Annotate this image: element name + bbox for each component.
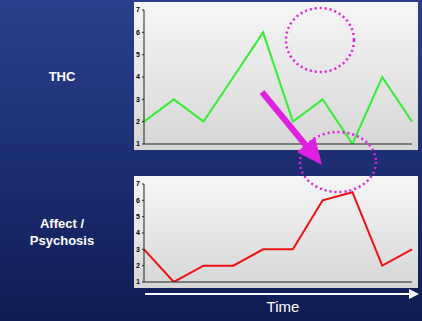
svg-text:7: 7 xyxy=(136,180,140,187)
html-text:Affect / Psychosis: Affect / Psychosis xyxy=(29,216,95,248)
svg-text:2: 2 xyxy=(136,118,140,125)
svg-text:1: 1 xyxy=(136,140,140,147)
svg-text:3: 3 xyxy=(136,246,140,253)
svg-text:4: 4 xyxy=(136,229,140,236)
svg-text:4: 4 xyxy=(136,73,140,80)
svg-text:5: 5 xyxy=(136,213,140,220)
svg-text:7: 7 xyxy=(136,6,140,13)
svg-text:6: 6 xyxy=(136,29,140,36)
html-text:THC: THC xyxy=(48,68,76,84)
svg-text:2: 2 xyxy=(136,262,140,269)
svg-text:3: 3 xyxy=(136,96,140,103)
svg-text:5: 5 xyxy=(136,51,140,58)
html-text:Time: Time xyxy=(266,298,300,315)
svg-text:6: 6 xyxy=(136,197,140,204)
svg-text:1: 1 xyxy=(136,278,140,285)
